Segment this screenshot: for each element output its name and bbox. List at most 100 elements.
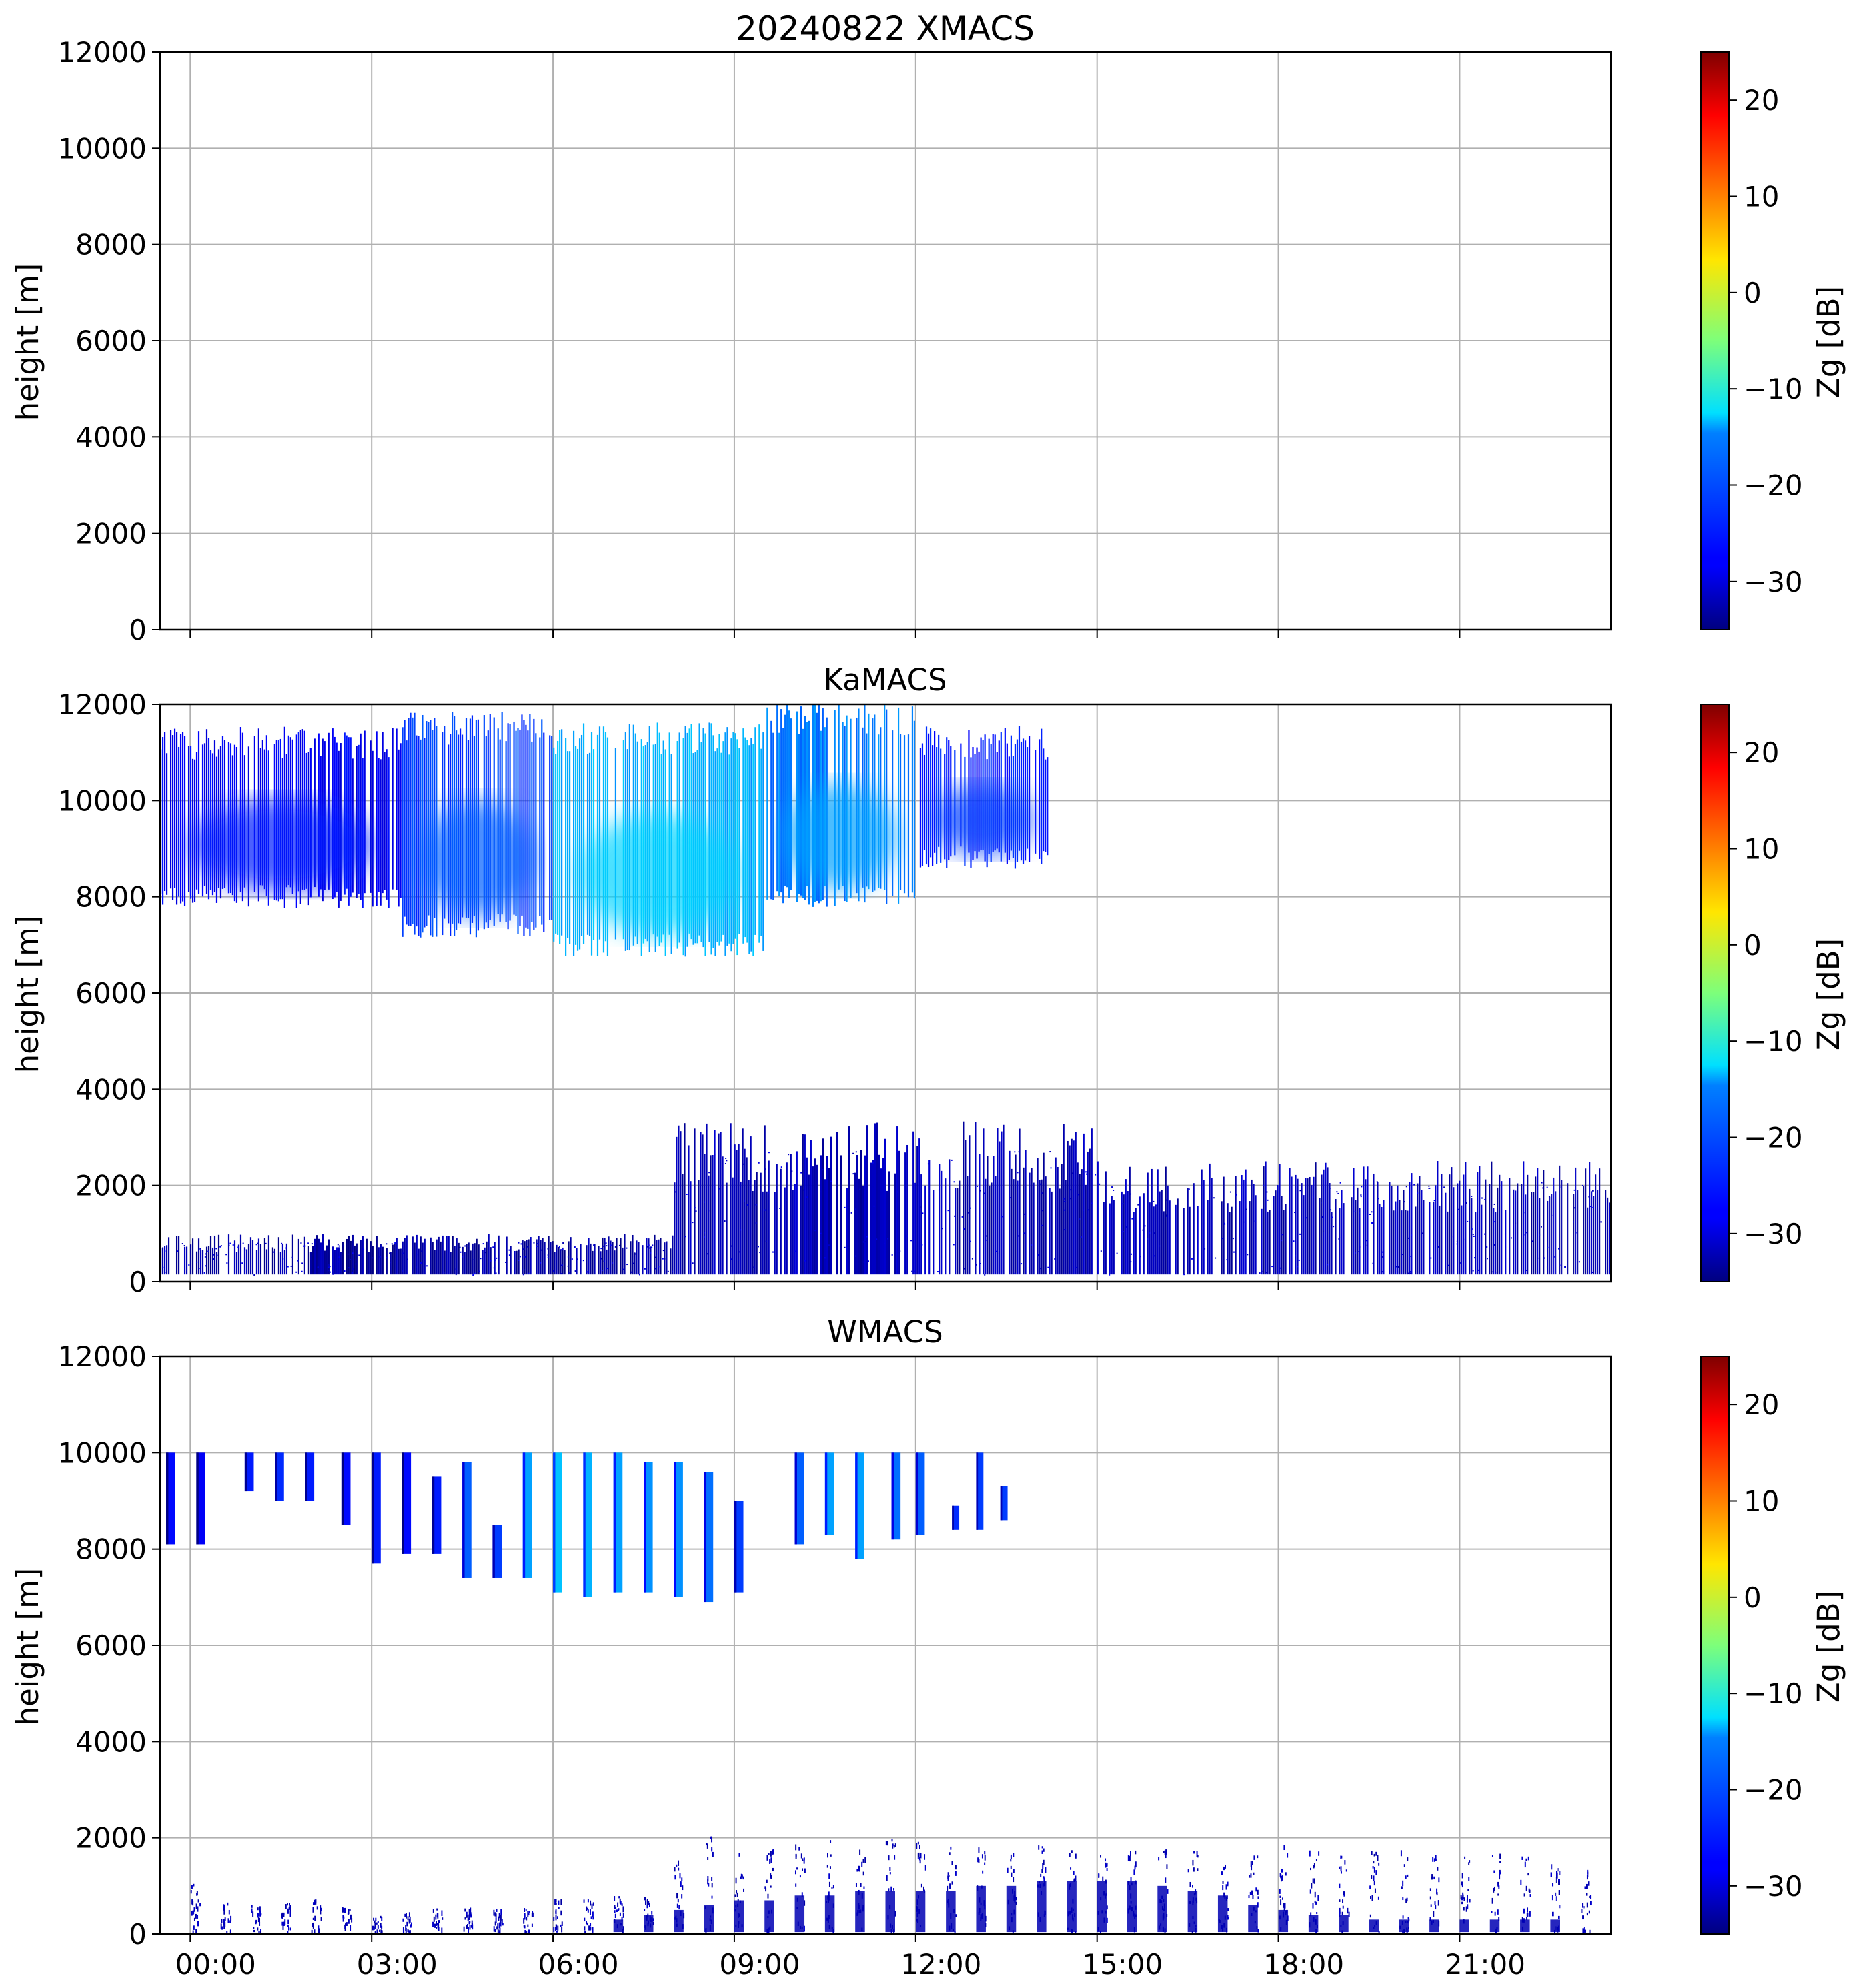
echo-column [552, 1241, 554, 1275]
echo-speck [352, 1268, 354, 1270]
echo-speck [259, 1906, 261, 1912]
echo-speck [614, 1913, 616, 1918]
panel-xmacs: 20240822 XMACS height [m] Zg [dB] 020004… [10, 9, 1846, 646]
echo-speck [490, 1260, 492, 1262]
echo-speck [455, 1274, 457, 1276]
echo-speck [711, 1836, 713, 1843]
echo-speck [358, 1254, 360, 1256]
echo-speck [1009, 1197, 1011, 1199]
echo-column [1297, 1178, 1299, 1275]
echo-speck [1159, 1245, 1161, 1247]
echo-speck [1429, 1917, 1431, 1921]
echo-speck [1618, 1924, 1619, 1926]
echo-column [1155, 1206, 1157, 1275]
echo-speck [1547, 1246, 1549, 1248]
echo-speck [979, 1262, 981, 1264]
echo-speck [863, 1886, 865, 1889]
echo-column [559, 730, 561, 944]
colorbar-tick-label: 20 [1744, 1388, 1779, 1421]
echo-column [524, 1241, 526, 1275]
echo-speck [614, 1246, 616, 1248]
echo-column [360, 733, 362, 900]
echo-column [1535, 1176, 1537, 1275]
echo-speck [949, 1852, 951, 1855]
echo-column [458, 1242, 460, 1275]
echo-segment [976, 1452, 984, 1530]
echo-speck [886, 1875, 888, 1881]
echo-column [762, 732, 764, 951]
echo-speck [1321, 1216, 1323, 1218]
echo-dense [1187, 1891, 1198, 1933]
echo-column [906, 1144, 908, 1275]
echo-speck [558, 1246, 560, 1248]
echo-speck [1222, 1885, 1224, 1891]
echo-speck [1473, 1235, 1475, 1237]
echo-speck [862, 1871, 864, 1876]
echo-speck [638, 1274, 640, 1276]
echo-speck [1213, 1197, 1215, 1199]
echo-speck [648, 1901, 650, 1905]
echo-speck [1438, 1877, 1440, 1883]
echo-speck [192, 1901, 194, 1906]
echo-speck [917, 1841, 919, 1845]
echo-speck [1397, 1266, 1399, 1268]
echo-speck [401, 1252, 403, 1254]
echo-column [776, 1164, 778, 1275]
y-tick-label: 10000 [57, 1436, 147, 1469]
echo-speck [1373, 1210, 1375, 1212]
echo-speck [375, 1917, 377, 1921]
echo-column [572, 730, 575, 956]
echo-speck [1456, 1240, 1458, 1242]
echo-speck [1525, 1885, 1527, 1891]
echo-column [604, 1238, 606, 1275]
echo-speck [802, 1858, 804, 1861]
echo-speck [1018, 1151, 1020, 1153]
echo-column [1477, 1172, 1479, 1275]
echo-speck [520, 1243, 522, 1245]
echo-column [894, 1173, 896, 1275]
echo-speck [1279, 1895, 1281, 1898]
echo-segment-edge [915, 1452, 918, 1535]
echo-speck [560, 1924, 562, 1927]
echo-speck [855, 1883, 857, 1887]
echo-segment-edge [891, 1452, 894, 1540]
echo-speck [593, 1244, 595, 1246]
echo-speck [730, 1245, 732, 1247]
echo-speck [1130, 1261, 1132, 1263]
echo-column [1343, 1203, 1345, 1275]
echo-column [450, 1252, 452, 1275]
echo-speck [226, 1262, 228, 1264]
echo-column [382, 1246, 384, 1275]
echo-speck [1382, 1256, 1384, 1258]
echo-column [1243, 1179, 1245, 1275]
echo-column [770, 720, 772, 900]
echo-column [698, 1180, 700, 1275]
echo-speck [242, 1242, 244, 1244]
echo-speck [803, 1857, 805, 1861]
echo-column [1553, 1177, 1555, 1275]
echo-column [784, 714, 786, 886]
echo-speck [710, 1836, 712, 1839]
echo-column [1149, 1202, 1151, 1275]
echo-speck [1619, 1913, 1620, 1919]
echo-speck [1315, 1901, 1317, 1905]
echo-column [273, 1248, 276, 1275]
echo-segment [196, 1452, 205, 1545]
echo-speck [316, 1906, 318, 1910]
echo-speck [1075, 1853, 1077, 1859]
echo-speck [1460, 1262, 1462, 1264]
echo-column [197, 1238, 200, 1275]
echo-speck [526, 1917, 528, 1921]
echo-column [1203, 1180, 1205, 1275]
echo-column [1157, 1169, 1159, 1275]
echo-segment-edge [644, 1462, 646, 1593]
echo-speck [1330, 1209, 1332, 1211]
echo-column [1539, 1198, 1541, 1275]
echo-speck [312, 1907, 314, 1913]
echo-speck [1578, 1261, 1580, 1263]
echo-speck [1468, 1862, 1470, 1865]
echo-column [884, 705, 886, 890]
echo-speck [1085, 1173, 1087, 1175]
echo-segment [644, 1462, 653, 1593]
echo-speck [891, 1254, 893, 1256]
